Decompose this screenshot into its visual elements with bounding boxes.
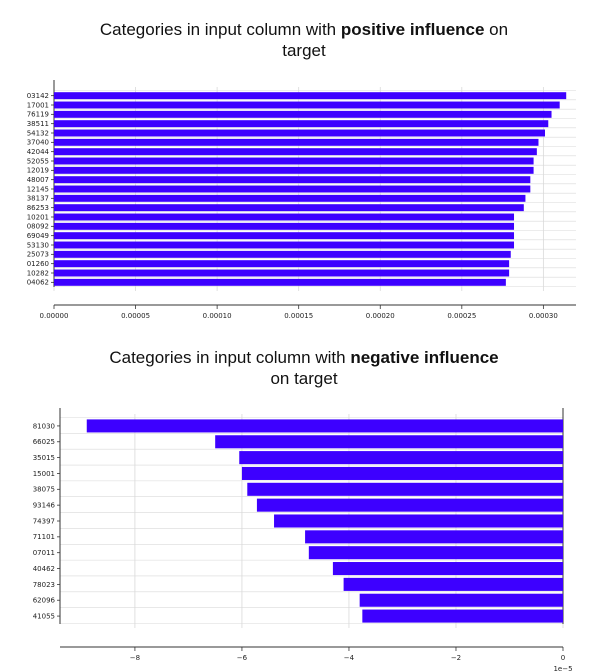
bar-53130 (54, 241, 515, 249)
category-label-10201: 10201 (27, 213, 49, 221)
x-tick-label: −2 (451, 654, 461, 662)
bar-48007 (54, 176, 531, 184)
category-label-76119: 76119 (27, 111, 49, 119)
bar-41055 (362, 609, 563, 623)
category-label-62096: 62096 (33, 597, 56, 605)
category-label-42044: 42044 (27, 148, 50, 156)
bar-37040 (54, 138, 539, 146)
negative-influence-chart: 81030 66025 35015 15001 38075 93146 74397 71101… (33, 408, 573, 671)
bar-08092 (54, 222, 515, 230)
bar-35015 (239, 451, 564, 465)
bar-52055 (54, 157, 534, 165)
bar-78023 (343, 577, 563, 591)
bar-10201 (54, 213, 515, 221)
category-label-17001: 17001 (27, 101, 49, 109)
bar-40462 (332, 562, 563, 576)
x-tick-label: 0.00005 (121, 312, 150, 320)
category-label-69049: 69049 (27, 232, 49, 240)
bar-12145 (54, 185, 531, 193)
category-label-54132: 54132 (27, 129, 49, 137)
category-label-52055: 52055 (27, 157, 49, 165)
category-label-12019: 12019 (27, 167, 49, 175)
bar-12019 (54, 166, 534, 174)
x-tick-label: −4 (344, 654, 355, 662)
category-label-04062: 04062 (27, 279, 49, 287)
category-label-25073: 25073 (27, 251, 49, 259)
x-tick-label: −6 (237, 654, 248, 662)
x-tick-label: 0.00015 (284, 312, 313, 320)
category-label-71101: 71101 (33, 533, 55, 541)
bar-42044 (54, 148, 537, 156)
bar-25073 (54, 250, 511, 258)
x-axis-offset-label: 1e−5 (553, 665, 572, 671)
bar-17001 (54, 101, 560, 109)
bar-62096 (359, 593, 563, 607)
bar-01260 (54, 260, 510, 268)
x-tick-label: 0 (561, 654, 565, 662)
bar-04062 (54, 278, 506, 286)
category-label-86253: 86253 (27, 204, 49, 212)
x-tick-label: 0.00025 (447, 312, 476, 320)
category-label-38511: 38511 (27, 120, 49, 128)
positive-chart-title: Categories in input column with positive… (99, 20, 509, 60)
category-label-53130: 53130 (27, 241, 49, 249)
bar-03142 (54, 92, 567, 100)
bar-38075 (247, 482, 563, 496)
bar-74397 (274, 514, 563, 528)
x-tick-label: −8 (130, 654, 140, 662)
bar-66025 (215, 435, 563, 449)
bar-10282 (54, 269, 510, 277)
bar-76119 (54, 110, 552, 118)
category-label-03142: 03142 (27, 92, 49, 100)
category-label-48007: 48007 (27, 176, 49, 184)
bar-69049 (54, 232, 515, 240)
category-label-81030: 81030 (33, 422, 55, 430)
bar-81030 (86, 419, 564, 433)
category-label-40462: 40462 (33, 565, 55, 573)
x-tick-label: 0.00000 (40, 312, 69, 320)
x-tick-label: 0.00010 (203, 312, 232, 320)
category-label-78023: 78023 (33, 581, 55, 589)
bar-38137 (54, 194, 526, 202)
category-label-38137: 38137 (27, 195, 49, 203)
category-label-66025: 66025 (33, 438, 55, 446)
category-label-38075: 38075 (33, 486, 55, 494)
bar-38511 (54, 120, 549, 128)
bar-15001 (241, 466, 564, 480)
negative-chart-title: Categories in input column with negative… (109, 348, 499, 388)
category-label-01260: 01260 (27, 260, 49, 268)
category-label-74397: 74397 (33, 517, 55, 525)
category-label-15001: 15001 (33, 470, 55, 478)
category-label-07011: 07011 (33, 549, 55, 557)
category-label-12145: 12145 (27, 185, 49, 193)
category-label-08092: 08092 (27, 223, 49, 231)
bar-71101 (305, 530, 563, 544)
category-label-37040: 37040 (27, 139, 49, 147)
x-tick-label: 0.00020 (366, 312, 395, 320)
negative-title-bold: negative influence (350, 348, 499, 367)
category-label-41055: 41055 (33, 612, 55, 620)
bar-93146 (256, 498, 563, 512)
category-label-10282: 10282 (27, 269, 49, 277)
bar-54132 (54, 129, 546, 137)
positive-title-bold: positive influence (340, 20, 485, 39)
category-label-93146: 93146 (33, 502, 56, 510)
bar-86253 (54, 204, 524, 212)
category-label-35015: 35015 (33, 454, 55, 462)
bar-07011 (308, 546, 563, 560)
x-tick-label: 0.00030 (529, 312, 558, 320)
